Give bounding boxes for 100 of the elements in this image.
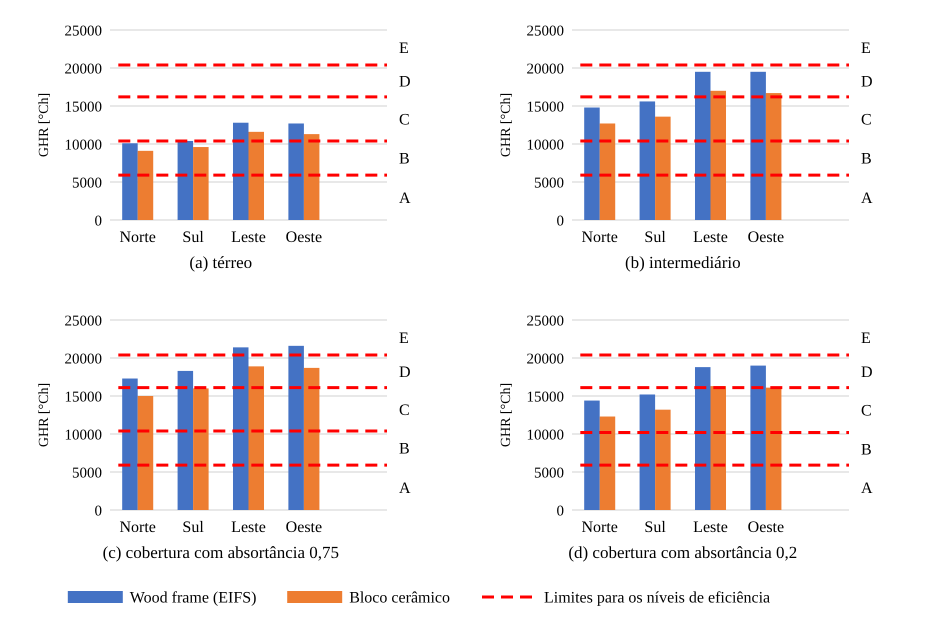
x-tick-label: Sul (644, 229, 666, 246)
x-tick-label: Norte (581, 229, 618, 246)
x-tick-label: Oeste (748, 229, 784, 246)
y-tick-label: 25000 (526, 23, 564, 40)
text: D (399, 74, 411, 91)
legend-label: Bloco cerâmico (349, 590, 450, 607)
x-tick-label: Oeste (286, 519, 322, 536)
y-axis-title: GHR [°Ch] (499, 382, 514, 448)
text: E (861, 330, 871, 348)
text: B (399, 440, 410, 458)
bar (122, 143, 138, 220)
bar (694, 72, 710, 220)
x-tick-label: Norte (119, 519, 156, 536)
y-tick-label: 0 (556, 503, 564, 520)
y-tick-label: 15000 (64, 389, 102, 406)
y-tick-label: 25000 (64, 313, 102, 330)
x-tick-label: Sul (644, 519, 666, 536)
bar (304, 368, 320, 510)
text: (d) cobertura com absortância 0,2 (568, 543, 798, 562)
bar (193, 147, 209, 220)
bar (138, 150, 154, 220)
bar (750, 72, 766, 220)
x-tick-label: Sul (182, 229, 204, 246)
text: C (399, 402, 410, 419)
text: D (399, 364, 411, 381)
y-tick-label: 10000 (64, 137, 102, 154)
y-tick-label: 15000 (526, 389, 564, 406)
text: (a) térreo (189, 253, 252, 272)
bar (655, 410, 671, 510)
legend-label: Wood frame (EIFS) (130, 590, 256, 607)
y-tick-label: 20000 (64, 61, 102, 78)
y-tick-label: 5000 (72, 175, 102, 192)
bar (232, 122, 248, 220)
y-tick-label: 15000 (64, 99, 102, 116)
x-tick-label: Norte (119, 229, 156, 246)
y-tick-label: 25000 (526, 313, 564, 330)
text: B (861, 150, 872, 168)
text: A (399, 480, 411, 498)
text: E (399, 330, 409, 348)
text: A (399, 190, 411, 208)
bar (600, 416, 616, 510)
y-tick-label: 5000 (534, 175, 564, 192)
legend-label: Limites para os níveis de eficiência (544, 590, 770, 607)
text: D (861, 364, 873, 381)
y-tick-label: 0 (94, 213, 102, 230)
bar (288, 346, 304, 510)
x-tick-label: Norte (581, 519, 618, 536)
y-tick-label: 20000 (64, 351, 102, 368)
x-tick-label: Oeste (286, 229, 322, 246)
y-tick-label: 25000 (64, 23, 102, 40)
y-tick-label: 5000 (72, 465, 102, 482)
y-tick-label: 10000 (526, 137, 564, 154)
y-tick-label: 0 (556, 213, 564, 230)
x-tick-label: Leste (231, 229, 266, 246)
bar (304, 134, 320, 220)
bar (640, 394, 656, 510)
text: A (861, 190, 873, 208)
text: C (399, 112, 410, 129)
text: E (399, 40, 409, 58)
y-axis-title: GHR [°Ch] (37, 382, 52, 448)
bar (178, 140, 194, 220)
bar (584, 108, 600, 220)
y-tick-label: 20000 (526, 351, 564, 368)
bar (584, 400, 600, 510)
bar (193, 388, 209, 510)
bar (122, 378, 138, 510)
bar (288, 123, 304, 220)
text: (b) intermediário (624, 253, 741, 272)
y-axis-title: GHR [°Ch] (499, 92, 514, 158)
bar (600, 123, 616, 220)
bar (766, 93, 782, 220)
bar (710, 90, 726, 220)
y-tick-label: 5000 (534, 465, 564, 482)
y-tick-label: 10000 (64, 427, 102, 444)
bar (248, 132, 264, 220)
bar (248, 366, 264, 510)
y-tick-label: 20000 (526, 61, 564, 78)
text: E (861, 40, 871, 58)
text: A (861, 480, 873, 498)
bar (710, 386, 726, 510)
bar (766, 388, 782, 510)
y-tick-label: 10000 (526, 427, 564, 444)
y-axis-title: GHR [°Ch] (37, 92, 52, 158)
text: B (399, 150, 410, 168)
bar (750, 366, 766, 510)
bar (655, 116, 671, 220)
bar (694, 367, 710, 510)
y-tick-label: 0 (94, 503, 102, 520)
bar (138, 396, 154, 510)
x-tick-label: Leste (693, 519, 728, 536)
x-tick-label: Oeste (748, 519, 784, 536)
y-tick-label: 15000 (526, 99, 564, 116)
text: C (861, 112, 872, 129)
text: B (861, 441, 872, 458)
x-tick-label: Leste (693, 229, 728, 246)
text: C (861, 402, 872, 420)
x-tick-label: Sul (182, 519, 204, 536)
bar (232, 347, 248, 510)
text: D (861, 74, 873, 91)
x-tick-label: Leste (231, 519, 266, 536)
